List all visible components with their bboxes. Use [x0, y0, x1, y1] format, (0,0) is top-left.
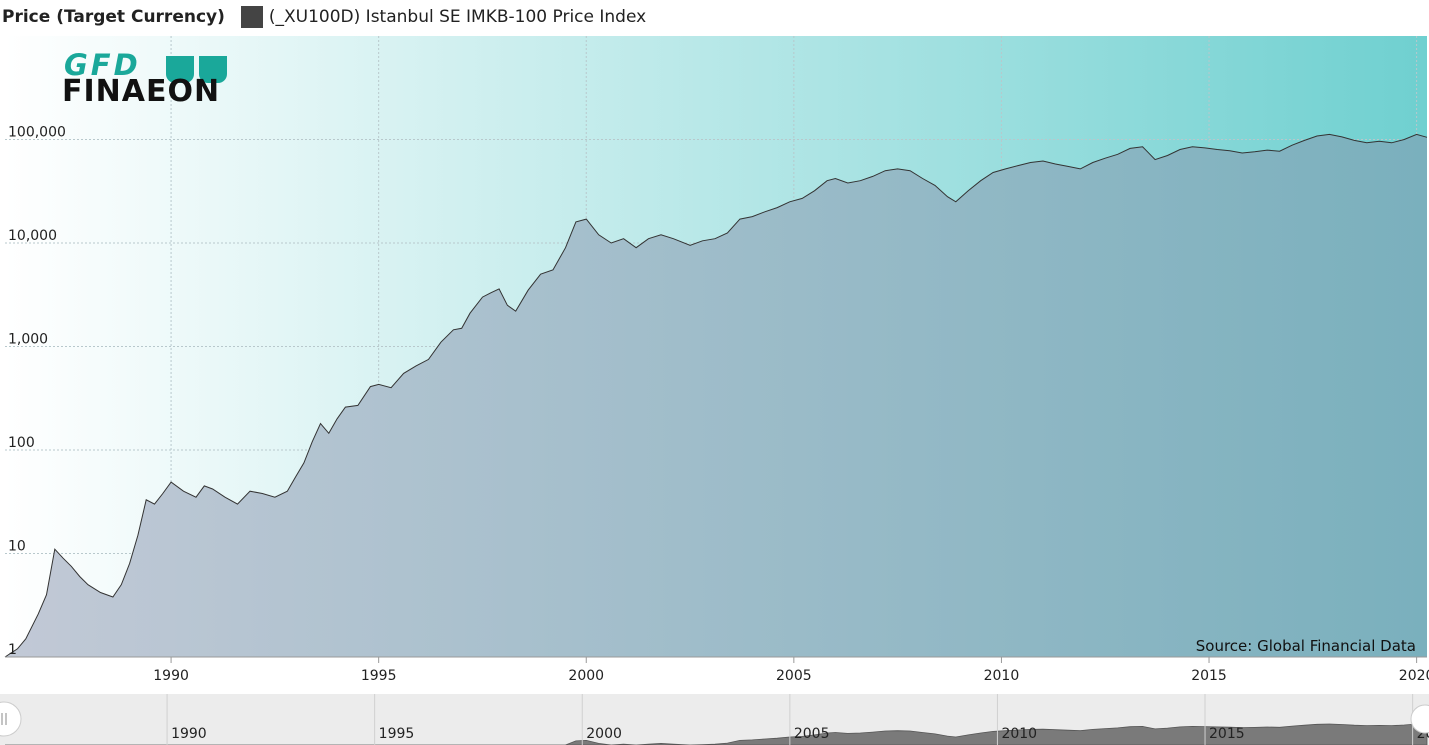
x-tick-label: 2010 [984, 668, 1020, 684]
y-tick-label: 1,000 [8, 332, 48, 348]
navigator-tick-label: 2015 [1209, 726, 1245, 742]
x-tick-label: 2005 [776, 668, 812, 684]
legend-swatch[interactable] [240, 6, 263, 28]
range-navigator[interactable]: 1990199520002005201020152020 [0, 694, 1429, 745]
x-tick-label: 1990 [153, 668, 189, 684]
x-tick-label: 2020 [1399, 668, 1429, 684]
logo-line1: GFD [64, 48, 141, 82]
y-tick-label: 1 [8, 642, 17, 658]
logo-leaf-icon [166, 56, 194, 83]
series-line [4, 133, 1428, 658]
x-tick-label: 1995 [361, 668, 397, 684]
x-tick-label: 2000 [568, 668, 604, 684]
handle-circle [0, 701, 22, 737]
navigator-tick-label: 2000 [586, 726, 622, 742]
logo-leaf-icon [199, 56, 227, 83]
y-axis-title: Price (Target Currency) [2, 7, 225, 27]
logo-line2: FINAEON [62, 74, 220, 109]
chart-header: Price (Target Currency) (_XU100D) Istanb… [0, 0, 1429, 34]
navigator-tick-label: 2005 [794, 726, 830, 742]
navigator-left-handle[interactable] [0, 701, 22, 737]
y-tick-label: 10 [8, 539, 26, 555]
y-tick-label: 10,000 [8, 228, 57, 244]
handle-circle [1410, 704, 1429, 734]
legend-series-label[interactable]: (_XU100D) Istanbul SE IMKB-100 Price Ind… [268, 7, 647, 27]
navigator-right-handle[interactable] [1410, 704, 1429, 734]
price-chart: 1 10 100 1,000 10,000 100,000 1990 1995 2000 2005… [4, 36, 1429, 684]
navigator-series [5, 723, 1428, 745]
series-area [5, 134, 1427, 657]
navigator-tick-label: 2010 [1001, 726, 1037, 742]
y-tick-label: 100 [8, 435, 35, 451]
navigator-tick-label: 1990 [171, 726, 207, 742]
navigator-tick-label: 1995 [379, 726, 415, 742]
source-annotation: Source: Global Financial Data [1196, 637, 1416, 655]
x-tick-label: 2015 [1191, 668, 1227, 684]
y-tick-label: 100,000 [8, 125, 66, 141]
